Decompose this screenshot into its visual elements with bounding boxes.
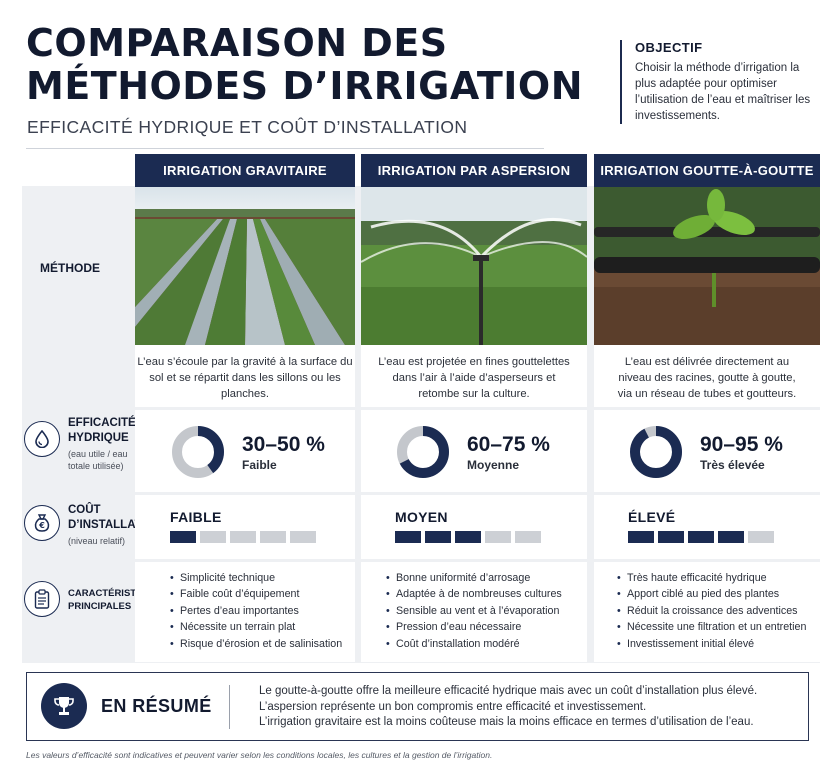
list-item: Faible coût d’équipement [170, 586, 342, 603]
cost-cell-goutte [594, 495, 820, 559]
footnote: Les valeurs d’efficacité sont indicative… [26, 750, 493, 760]
description-gravitaire: L’eau s’écoule par la gravité à la surfa… [135, 345, 355, 407]
cost-bar-segment [688, 531, 714, 543]
list-item: Pertes d’eau importantes [170, 603, 342, 620]
efficiency-donut-gravitaire [172, 426, 224, 478]
row-label-method-text: MÉTHODE [40, 261, 100, 275]
cost-bar-segment [260, 531, 286, 543]
summary-title: EN RÉSUMÉ [101, 696, 212, 716]
features-list-aspersion: Bonne uniformité d’arrosage Adaptée à de… [386, 570, 562, 652]
cost-bar-segment [748, 531, 774, 543]
cost-cell-aspersion [361, 495, 587, 559]
row-label-features: CARACTÉRISTIQUES PRINCIPALES [68, 587, 166, 613]
objective-title: OBJECTIF [635, 40, 703, 55]
row-label-efficiency-title: EFFICACITÉ HYDRIQUE [68, 417, 136, 444]
row-label-efficiency-sub: (eau utile / eau totale utilisée) [68, 449, 128, 471]
list-item: Sensible au vent et à l’évaporation [386, 603, 562, 620]
cost-bars-goutte [628, 531, 774, 543]
list-item: Coût d’installation modéré [386, 636, 562, 653]
page-title-line2: MÉTHODES D’IRRIGATION [26, 64, 583, 108]
list-item: Nécessite une filtration et un entretien [617, 619, 806, 636]
objective-text: Choisir la méthode d’irrigation la plus … [635, 62, 811, 122]
cost-bars-gravitaire [170, 531, 316, 543]
cost-level-gravitaire: FAIBLE [170, 509, 222, 525]
summary-text: Le goutte-à-goutte offre la meilleure ef… [259, 684, 757, 731]
summary-divider [229, 685, 230, 729]
list-item: Adaptée à de nombreuses cultures [386, 586, 562, 603]
cost-bar-segment [628, 531, 654, 543]
row-label-efficiency: EFFICACITÉ HYDRIQUE (eau utile / eau tot… [68, 416, 136, 472]
efficiency-cell-gravitaire [135, 410, 355, 492]
cost-bar-segment [658, 531, 684, 543]
row-label-method: MÉTHODE [26, 261, 100, 276]
efficiency-level-goutte: Très élevée [700, 458, 765, 472]
description-aspersion: L’eau est projetée en fines gouttelettes… [361, 345, 587, 407]
page-subtitle: EFFICACITÉ HYDRIQUE ET COÛT D’INSTALLATI… [27, 117, 468, 137]
efficiency-arc-aspersion [397, 426, 449, 478]
list-item: Réduit la croissance des adventices [617, 603, 806, 620]
efficiency-arc-goutte [630, 426, 682, 478]
efficiency-donut-aspersion [397, 426, 449, 478]
summary-line-3: L’irrigation gravitaire est la moins coû… [259, 716, 754, 728]
list-item: Apport ciblé au pied des plantes [617, 586, 806, 603]
features-list-gravitaire: Simplicité technique Faible coût d’équip… [170, 570, 342, 652]
money-bag-icon: € [24, 505, 60, 541]
summary-line-2: L’aspersion représente un bon compromis … [259, 700, 647, 713]
photo-drip-irrigation [594, 187, 820, 345]
cost-bar-segment [290, 531, 316, 543]
cost-bar-segment [395, 531, 421, 543]
cost-bar-segment [718, 531, 744, 543]
row-label-cost-sub: (niveau relatif) [68, 536, 126, 546]
column-header-goutte: IRRIGATION GOUTTE-À-GOUTTE [594, 154, 820, 187]
cost-bar-segment [485, 531, 511, 543]
summary-line-1: Le goutte-à-goutte offre la meilleure ef… [259, 685, 758, 697]
cost-bar-segment [230, 531, 256, 543]
list-item: Simplicité technique [170, 570, 342, 587]
cost-bars-aspersion [395, 531, 541, 543]
efficiency-value-aspersion: 60–75 % [467, 433, 550, 456]
trophy-icon [41, 683, 87, 729]
efficiency-level-gravitaire: Faible [242, 458, 277, 472]
cost-level-goutte: ÉLEVÉ [628, 509, 676, 525]
cost-bar-segment [515, 531, 541, 543]
title-divider [26, 148, 544, 149]
water-drop-icon [24, 421, 60, 457]
list-item: Très haute efficacité hydrique [617, 570, 806, 587]
efficiency-donut-goutte [630, 426, 682, 478]
row-label-cost-title: COÛT D’INSTALLATION [68, 504, 163, 531]
page-title-line1: COMPARAISON DES [26, 21, 448, 65]
photo-sprinkler-irrigation [361, 187, 587, 345]
cost-level-aspersion: MOYEN [395, 509, 448, 525]
column-header-aspersion: IRRIGATION PAR ASPERSION [361, 154, 587, 187]
efficiency-value-gravitaire: 30–50 % [242, 433, 325, 456]
cost-bar-segment [170, 531, 196, 543]
list-item: Pression d’eau nécessaire [386, 619, 562, 636]
cost-bar-segment [200, 531, 226, 543]
cost-cell-gravitaire [135, 495, 355, 559]
list-item: Nécessite un terrain plat [170, 619, 342, 636]
clipboard-icon [24, 581, 60, 617]
svg-text:€: € [38, 521, 45, 530]
cost-bar-segment [425, 531, 451, 543]
cost-bar-segment [455, 531, 481, 543]
list-item: Risque d’érosion et de salinisation [170, 636, 342, 653]
efficiency-value-goutte: 90–95 % [700, 433, 783, 456]
description-goutte: L’eau est délivrée directement au niveau… [594, 345, 820, 407]
row-label-features-title: CARACTÉRISTIQUES PRINCIPALES [68, 588, 166, 612]
list-item: Bonne uniformité d’arrosage [386, 570, 562, 587]
column-header-gravitaire: IRRIGATION GRAVITAIRE [135, 154, 355, 187]
objective-box: OBJECTIF Choisir la méthode d’irrigation… [620, 40, 820, 124]
list-item: Investissement initial élevé [617, 636, 806, 653]
photo-gravity-irrigation [135, 187, 355, 345]
page-title: COMPARAISON DES MÉTHODES D’IRRIGATION [26, 22, 586, 108]
row-label-cost: COÛT D’INSTALLATION (niveau relatif) [68, 503, 163, 547]
features-list-goutte: Très haute efficacité hydrique Apport ci… [617, 570, 806, 652]
efficiency-arc-gravitaire [172, 426, 224, 478]
efficiency-level-aspersion: Moyenne [467, 458, 520, 472]
summary-box: EN RÉSUMÉ Le goutte-à-goutte offre la me… [26, 672, 809, 741]
